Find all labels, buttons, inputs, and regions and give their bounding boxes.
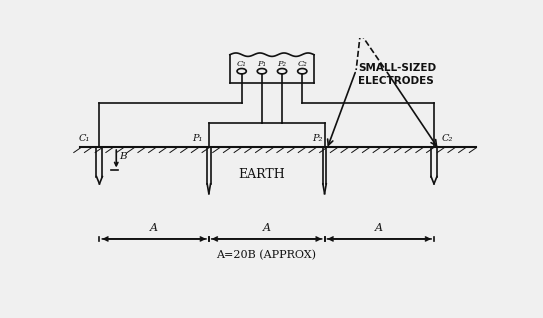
Text: A: A (150, 223, 158, 233)
Text: SMALL-SIZED
ELECTRODES: SMALL-SIZED ELECTRODES (358, 63, 437, 86)
Text: B: B (119, 152, 127, 161)
Text: P₂: P₂ (277, 59, 287, 67)
Text: A: A (375, 223, 383, 233)
Text: P₂: P₂ (312, 134, 323, 143)
Text: C₁: C₁ (237, 59, 247, 67)
Text: A: A (263, 223, 271, 233)
Text: EARTH: EARTH (238, 168, 285, 181)
Text: C₂: C₂ (441, 134, 453, 143)
Text: C₂: C₂ (298, 59, 307, 67)
Text: P₁: P₁ (193, 134, 203, 143)
Text: A=20B (APPROX): A=20B (APPROX) (216, 250, 315, 260)
Text: P₁: P₁ (257, 59, 267, 67)
Text: C₁: C₁ (79, 134, 90, 143)
